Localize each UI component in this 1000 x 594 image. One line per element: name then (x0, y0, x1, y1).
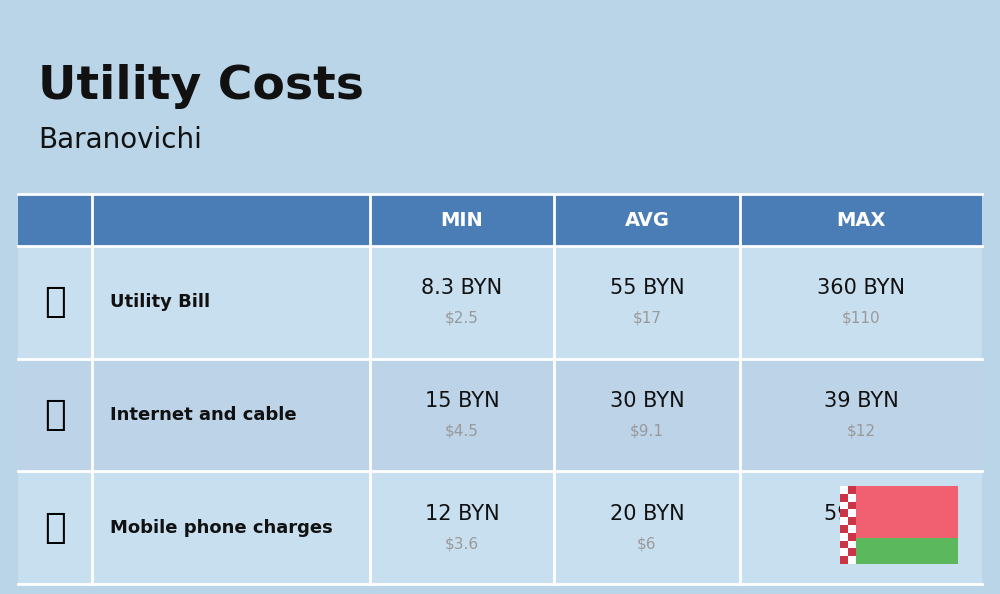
Bar (840, 538, 958, 564)
Text: MIN: MIN (441, 210, 483, 229)
Text: $2.5: $2.5 (445, 311, 479, 326)
Bar (848, 548, 856, 556)
Text: $3.6: $3.6 (445, 536, 479, 551)
Bar (18, 359, 92, 471)
Text: 📱: 📱 (44, 511, 66, 545)
Text: 🔧: 🔧 (44, 285, 66, 320)
Bar (848, 486, 856, 494)
Bar (18, 246, 92, 359)
Bar (840, 556, 848, 564)
Text: 8.3 BYN: 8.3 BYN (421, 279, 503, 298)
Bar (848, 501, 856, 510)
Bar (18, 194, 982, 246)
Text: 📡: 📡 (44, 398, 66, 432)
Text: $12: $12 (846, 424, 876, 438)
Text: $17: $17 (633, 311, 662, 326)
Bar (840, 486, 958, 538)
Text: AVG: AVG (624, 210, 670, 229)
Text: Mobile phone charges: Mobile phone charges (110, 519, 333, 536)
Bar (92, 471, 982, 584)
Text: 59 BYN: 59 BYN (824, 504, 898, 524)
Bar (848, 533, 856, 541)
Text: Utility Bill: Utility Bill (110, 293, 210, 311)
Bar (840, 510, 848, 517)
Bar (92, 359, 982, 471)
Text: MAX: MAX (836, 210, 886, 229)
Text: $4.5: $4.5 (445, 424, 479, 438)
Bar (848, 517, 856, 525)
Text: 39 BYN: 39 BYN (824, 391, 898, 411)
Text: $18: $18 (846, 536, 876, 551)
Text: 12 BYN: 12 BYN (425, 504, 499, 524)
Text: $6: $6 (637, 536, 657, 551)
Text: 360 BYN: 360 BYN (817, 279, 905, 298)
Bar (18, 471, 92, 584)
Bar (840, 486, 856, 564)
Text: 15 BYN: 15 BYN (425, 391, 499, 411)
Text: 30 BYN: 30 BYN (610, 391, 684, 411)
Text: Baranovichi: Baranovichi (38, 126, 202, 154)
Text: 55 BYN: 55 BYN (610, 279, 684, 298)
Bar (840, 494, 848, 501)
Bar (92, 246, 982, 359)
Bar (840, 541, 848, 548)
Text: $110: $110 (842, 311, 880, 326)
Text: 20 BYN: 20 BYN (610, 504, 684, 524)
Text: $9.1: $9.1 (630, 424, 664, 438)
Text: Internet and cable: Internet and cable (110, 406, 297, 424)
Bar (840, 486, 958, 564)
Bar (840, 525, 848, 533)
Text: Utility Costs: Utility Costs (38, 64, 364, 109)
